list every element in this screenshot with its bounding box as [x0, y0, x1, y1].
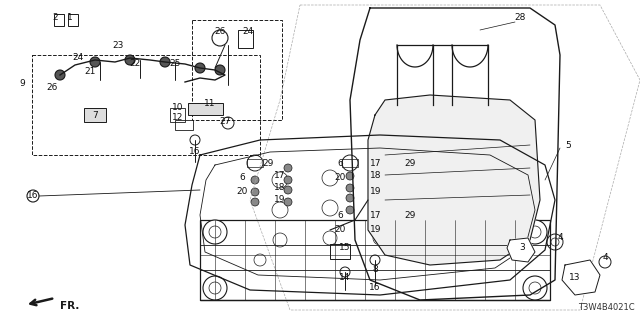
Text: 7: 7 [92, 111, 98, 121]
Polygon shape [507, 238, 535, 262]
Circle shape [55, 70, 65, 80]
Text: 29: 29 [404, 158, 416, 167]
Text: 13: 13 [569, 274, 580, 283]
Circle shape [346, 206, 354, 214]
Bar [32, 55, 260, 155]
Text: 17: 17 [275, 171, 285, 180]
Text: 19: 19 [371, 188, 381, 196]
Circle shape [251, 176, 259, 184]
Text: 11: 11 [204, 99, 216, 108]
Circle shape [346, 184, 354, 192]
Text: 22: 22 [129, 59, 141, 68]
Bar [330, 244, 350, 259]
Text: 20: 20 [334, 173, 346, 182]
Text: 4: 4 [557, 234, 563, 243]
Text: 28: 28 [515, 13, 525, 22]
Text: 26: 26 [214, 28, 226, 36]
Bar [84, 108, 106, 122]
Text: 5: 5 [565, 140, 571, 149]
Text: 29: 29 [404, 211, 416, 220]
Bar [487, 130, 503, 210]
Text: 2: 2 [52, 13, 58, 22]
Bar [407, 130, 423, 210]
Bar [407, 159, 423, 167]
Text: 10: 10 [172, 103, 184, 113]
Polygon shape [185, 135, 555, 295]
Circle shape [523, 276, 547, 300]
Circle shape [411, 198, 419, 206]
Circle shape [203, 220, 227, 244]
Circle shape [251, 198, 259, 206]
Text: 23: 23 [112, 42, 124, 51]
Text: FR.: FR. [60, 301, 79, 311]
Text: 18: 18 [371, 172, 381, 180]
Text: 8: 8 [372, 266, 378, 275]
Polygon shape [368, 95, 540, 265]
Text: 4: 4 [602, 253, 608, 262]
Text: 20: 20 [236, 188, 248, 196]
Text: T3W4B4021C: T3W4B4021C [579, 303, 635, 312]
Circle shape [379, 186, 387, 194]
Bar [200, 220, 550, 300]
Text: 15: 15 [339, 244, 351, 252]
Circle shape [125, 55, 135, 65]
Bar [342, 159, 358, 167]
Circle shape [284, 164, 292, 172]
Circle shape [160, 57, 170, 67]
Text: 6: 6 [337, 211, 343, 220]
Circle shape [284, 176, 292, 184]
Circle shape [411, 186, 419, 194]
Text: 16: 16 [189, 148, 201, 156]
Circle shape [379, 164, 387, 172]
Bar [447, 130, 463, 210]
Polygon shape [562, 260, 600, 295]
Bar [188, 103, 223, 115]
Bar [192, 20, 282, 120]
Text: 24: 24 [243, 28, 253, 36]
Bar [68, 14, 78, 26]
Circle shape [195, 63, 205, 73]
Text: 27: 27 [220, 117, 230, 126]
Circle shape [90, 57, 100, 67]
Circle shape [215, 65, 225, 75]
Text: 24: 24 [72, 53, 84, 62]
Text: 9: 9 [19, 78, 25, 87]
Circle shape [523, 220, 547, 244]
Bar [238, 30, 253, 48]
Text: 3: 3 [519, 244, 525, 252]
Text: 19: 19 [371, 226, 381, 235]
Text: 17: 17 [371, 158, 381, 167]
Bar [247, 159, 263, 167]
Text: 16: 16 [28, 191, 39, 201]
Polygon shape [350, 8, 560, 300]
Text: 26: 26 [46, 84, 58, 92]
Text: 18: 18 [275, 183, 285, 193]
Circle shape [411, 172, 419, 180]
Text: 6: 6 [337, 158, 343, 167]
Text: 25: 25 [170, 59, 180, 68]
Bar [54, 14, 64, 26]
Circle shape [284, 186, 292, 194]
Text: 6: 6 [239, 173, 245, 182]
Circle shape [203, 276, 227, 300]
Text: 1: 1 [67, 13, 73, 22]
Text: 14: 14 [339, 274, 351, 283]
Text: 29: 29 [262, 158, 274, 167]
Text: 20: 20 [334, 226, 346, 235]
Circle shape [284, 198, 292, 206]
Bar [175, 120, 193, 130]
Text: 21: 21 [84, 68, 96, 76]
Circle shape [346, 172, 354, 180]
Bar [170, 108, 185, 122]
Text: 16: 16 [369, 284, 381, 292]
Text: 17: 17 [371, 211, 381, 220]
Circle shape [346, 194, 354, 202]
Circle shape [251, 188, 259, 196]
Circle shape [379, 176, 387, 184]
Text: 12: 12 [172, 114, 184, 123]
Text: 19: 19 [275, 196, 285, 204]
